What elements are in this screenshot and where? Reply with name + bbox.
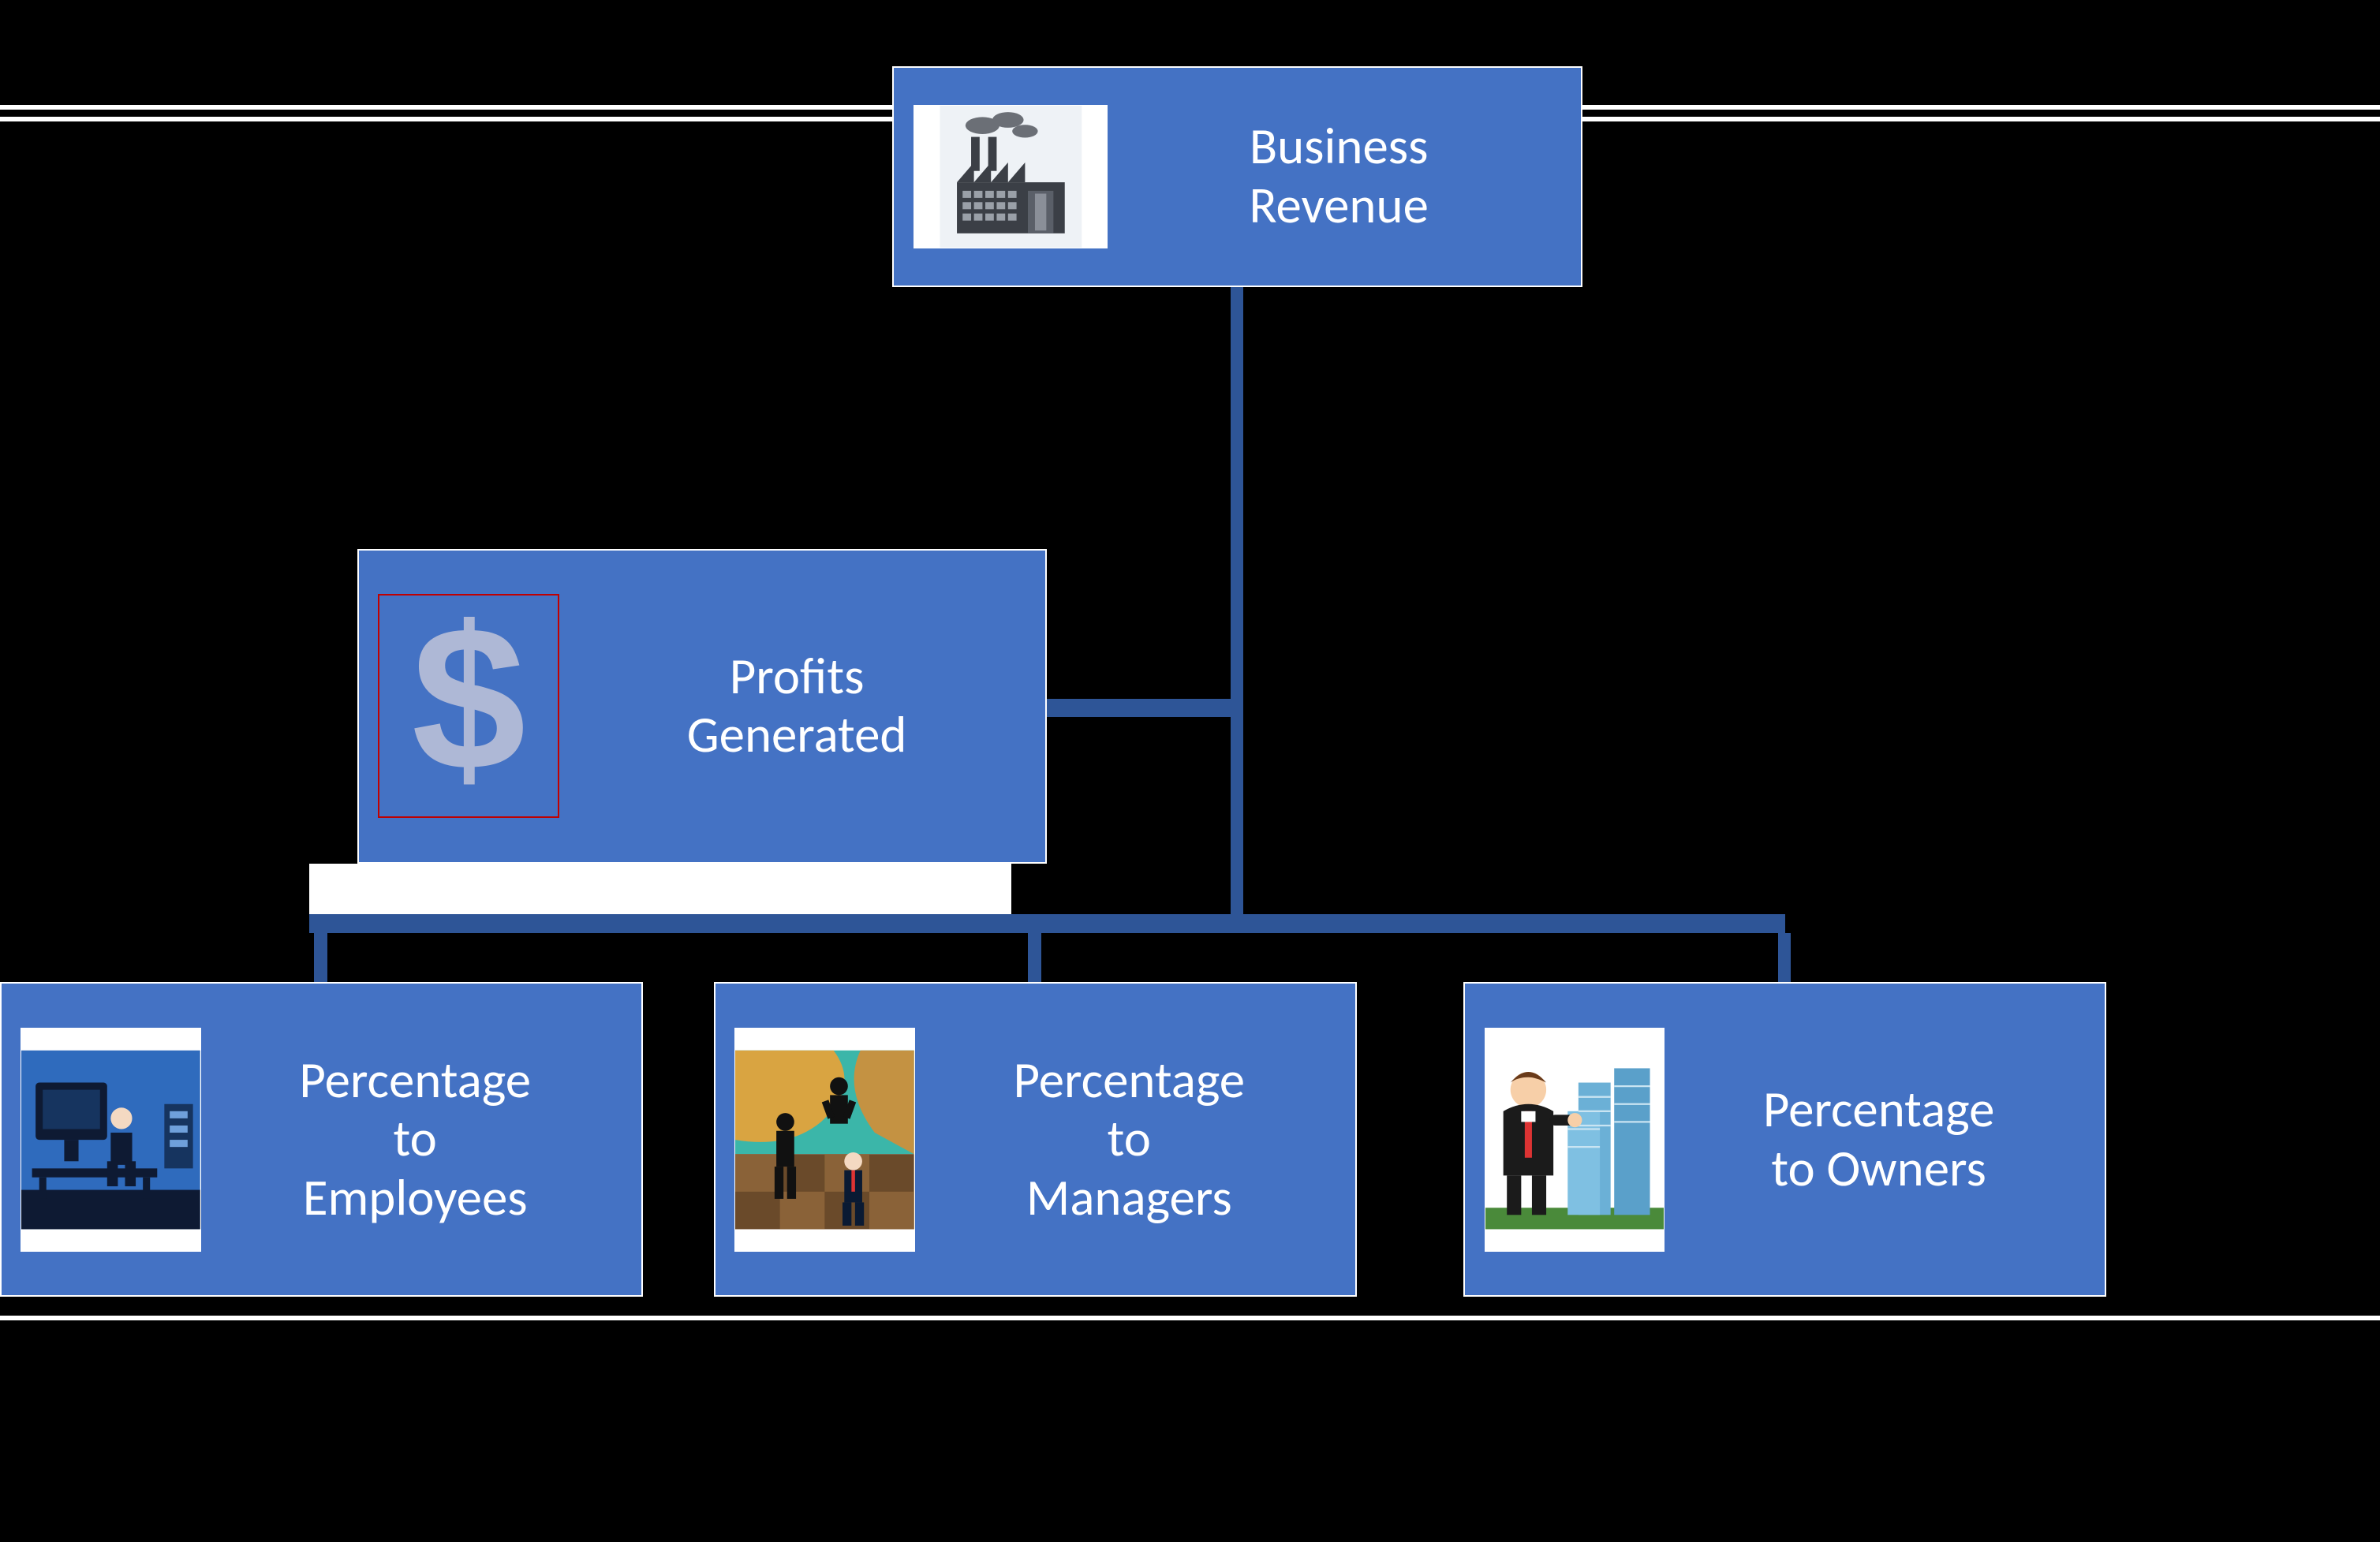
node-percentage-employees: Percentage to Employees xyxy=(0,982,643,1297)
node-label: Profits Generated xyxy=(567,648,1026,765)
node-profits-generated: $ Profits Generated xyxy=(357,549,1048,864)
employee-icon xyxy=(21,1028,201,1252)
manager-icon xyxy=(734,1028,915,1252)
node-label: Percentage to Owners xyxy=(1672,1081,2086,1198)
connector-revenue-down xyxy=(1231,287,1244,921)
owner-icon xyxy=(1485,1028,1665,1252)
connector-branch-bar xyxy=(309,914,1785,932)
factory-icon xyxy=(914,105,1108,248)
footer-rule xyxy=(0,1316,2380,1320)
node-label: Percentage to Managers xyxy=(922,1051,1336,1228)
svg-text:$: $ xyxy=(412,596,526,813)
node-business-revenue: Business Revenue xyxy=(892,66,1582,287)
dollar-icon: $ xyxy=(378,594,559,818)
connector-employees-down xyxy=(314,933,327,983)
node-percentage-managers: Percentage to Managers xyxy=(714,982,1357,1297)
node-percentage-owners: Percentage to Owners xyxy=(1463,982,2106,1297)
connector-profits-stub xyxy=(1047,699,1237,717)
connector-owners-down xyxy=(1778,933,1792,983)
profits-underbar xyxy=(309,864,1011,915)
diagram-canvas: Business Revenue $ Profits Generated xyxy=(0,0,2380,1542)
connector-managers-down xyxy=(1028,933,1041,983)
node-label: Percentage to Employees xyxy=(208,1051,622,1228)
node-label: Business Revenue xyxy=(1115,118,1562,235)
